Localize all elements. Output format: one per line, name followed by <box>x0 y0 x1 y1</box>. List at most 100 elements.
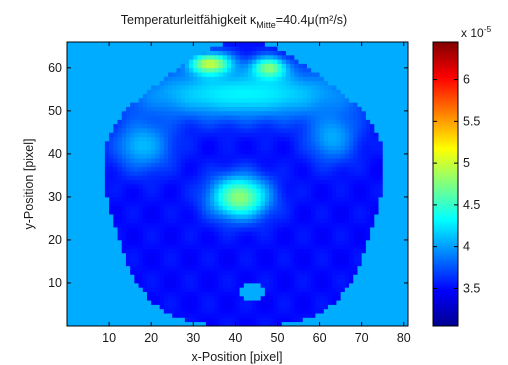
heatmap-cell <box>193 287 198 292</box>
heatmap-cell <box>205 222 211 228</box>
heatmap-cell <box>340 54 346 60</box>
heatmap-cell <box>264 128 270 133</box>
heatmap-cell <box>264 162 270 168</box>
heatmap-cell <box>117 119 123 125</box>
heatmap-cell <box>146 304 152 310</box>
heatmap-cell <box>163 72 169 77</box>
heatmap-cell <box>125 93 131 99</box>
heatmap-cell <box>269 257 274 262</box>
heatmap-cell <box>231 115 236 120</box>
heatmap-cell <box>197 239 203 245</box>
heatmap-cell <box>88 239 93 245</box>
heatmap-cell <box>222 205 228 211</box>
heatmap-cell <box>96 54 102 60</box>
heatmap-cell <box>163 209 169 215</box>
heatmap-cell <box>252 209 257 215</box>
heatmap-cell <box>260 300 266 305</box>
heatmap-cell <box>193 196 198 202</box>
heatmap-cell <box>231 89 236 95</box>
heatmap-cell <box>235 201 241 206</box>
heatmap-cell <box>96 205 102 211</box>
heatmap-cell <box>218 158 224 163</box>
heatmap-cell <box>365 80 371 86</box>
heatmap-cell <box>83 295 89 301</box>
heatmap-cell <box>349 239 354 245</box>
heatmap-cell <box>340 149 346 155</box>
heatmap-cell <box>193 115 198 120</box>
heatmap-cell <box>222 313 228 318</box>
heatmap-cell <box>71 252 76 258</box>
heatmap-cell <box>235 257 241 262</box>
heatmap-cell <box>226 76 232 82</box>
heatmap-cell <box>306 136 312 142</box>
heatmap-cell <box>67 239 72 245</box>
heatmap-cell <box>311 196 316 202</box>
heatmap-cell <box>226 136 232 142</box>
heatmap-cell <box>176 42 182 47</box>
heatmap-cell <box>235 85 241 90</box>
heatmap-cell <box>180 304 186 310</box>
heatmap-cell <box>357 188 363 193</box>
heatmap-cell <box>113 214 118 219</box>
heatmap-cell <box>260 110 266 116</box>
heatmap-cell <box>189 317 194 323</box>
heatmap-cell <box>344 291 350 297</box>
heatmap-cell <box>210 278 215 284</box>
heatmap-cell <box>109 97 114 103</box>
heatmap-cell <box>260 235 266 241</box>
heatmap-cell <box>117 110 123 116</box>
heatmap-cell <box>332 214 337 219</box>
heatmap-cell <box>146 80 152 86</box>
heatmap-cell <box>248 72 253 77</box>
heatmap-cell <box>361 235 367 241</box>
heatmap-cell <box>79 80 85 86</box>
heatmap-cell <box>100 123 106 129</box>
heatmap-cell <box>269 244 274 249</box>
heatmap-cell <box>357 274 363 280</box>
heatmap-cell <box>138 257 144 262</box>
heatmap-cell <box>104 115 110 120</box>
heatmap-cell <box>235 184 241 189</box>
heatmap-cell <box>361 252 367 258</box>
heatmap-cell <box>252 235 257 241</box>
heatmap-cell <box>130 54 135 60</box>
heatmap-cell <box>189 313 194 318</box>
heatmap-cell <box>100 145 106 150</box>
heatmap-cell <box>269 97 274 103</box>
heatmap-cell <box>336 205 342 211</box>
heatmap-cell <box>281 317 287 323</box>
heatmap-cell <box>336 291 342 297</box>
heatmap-cell <box>134 282 139 288</box>
heatmap-cell <box>67 192 72 198</box>
heatmap-cell <box>67 72 72 77</box>
heatmap-cell <box>218 278 224 284</box>
heatmap-cell <box>138 222 144 228</box>
heatmap-cell <box>302 308 308 314</box>
heatmap-cell <box>113 76 118 82</box>
heatmap-cell <box>378 278 384 284</box>
heatmap-cell <box>328 261 333 267</box>
heatmap-cell <box>231 278 236 284</box>
heatmap-cell <box>374 291 379 297</box>
heatmap-cell <box>168 119 173 125</box>
heatmap-cell <box>269 153 274 159</box>
heatmap-cell <box>361 201 367 206</box>
heatmap-cell <box>222 287 228 292</box>
heatmap-cell <box>285 158 291 163</box>
heatmap-cell <box>222 89 228 95</box>
heatmap-cell <box>357 106 363 112</box>
heatmap-cell <box>382 291 388 297</box>
heatmap-cell <box>353 317 358 323</box>
heatmap-cell <box>349 132 354 138</box>
heatmap-cell <box>193 227 198 232</box>
heatmap-cell <box>79 295 85 301</box>
heatmap-cell <box>146 166 152 172</box>
heatmap-cell <box>184 59 190 64</box>
heatmap-cell <box>252 63 257 69</box>
heatmap-cell <box>218 222 224 228</box>
heatmap-cell <box>332 265 337 271</box>
heatmap-cell <box>151 42 156 47</box>
heatmap-cell <box>109 89 114 95</box>
heatmap-cell <box>290 304 295 310</box>
heatmap-cell <box>370 59 375 64</box>
